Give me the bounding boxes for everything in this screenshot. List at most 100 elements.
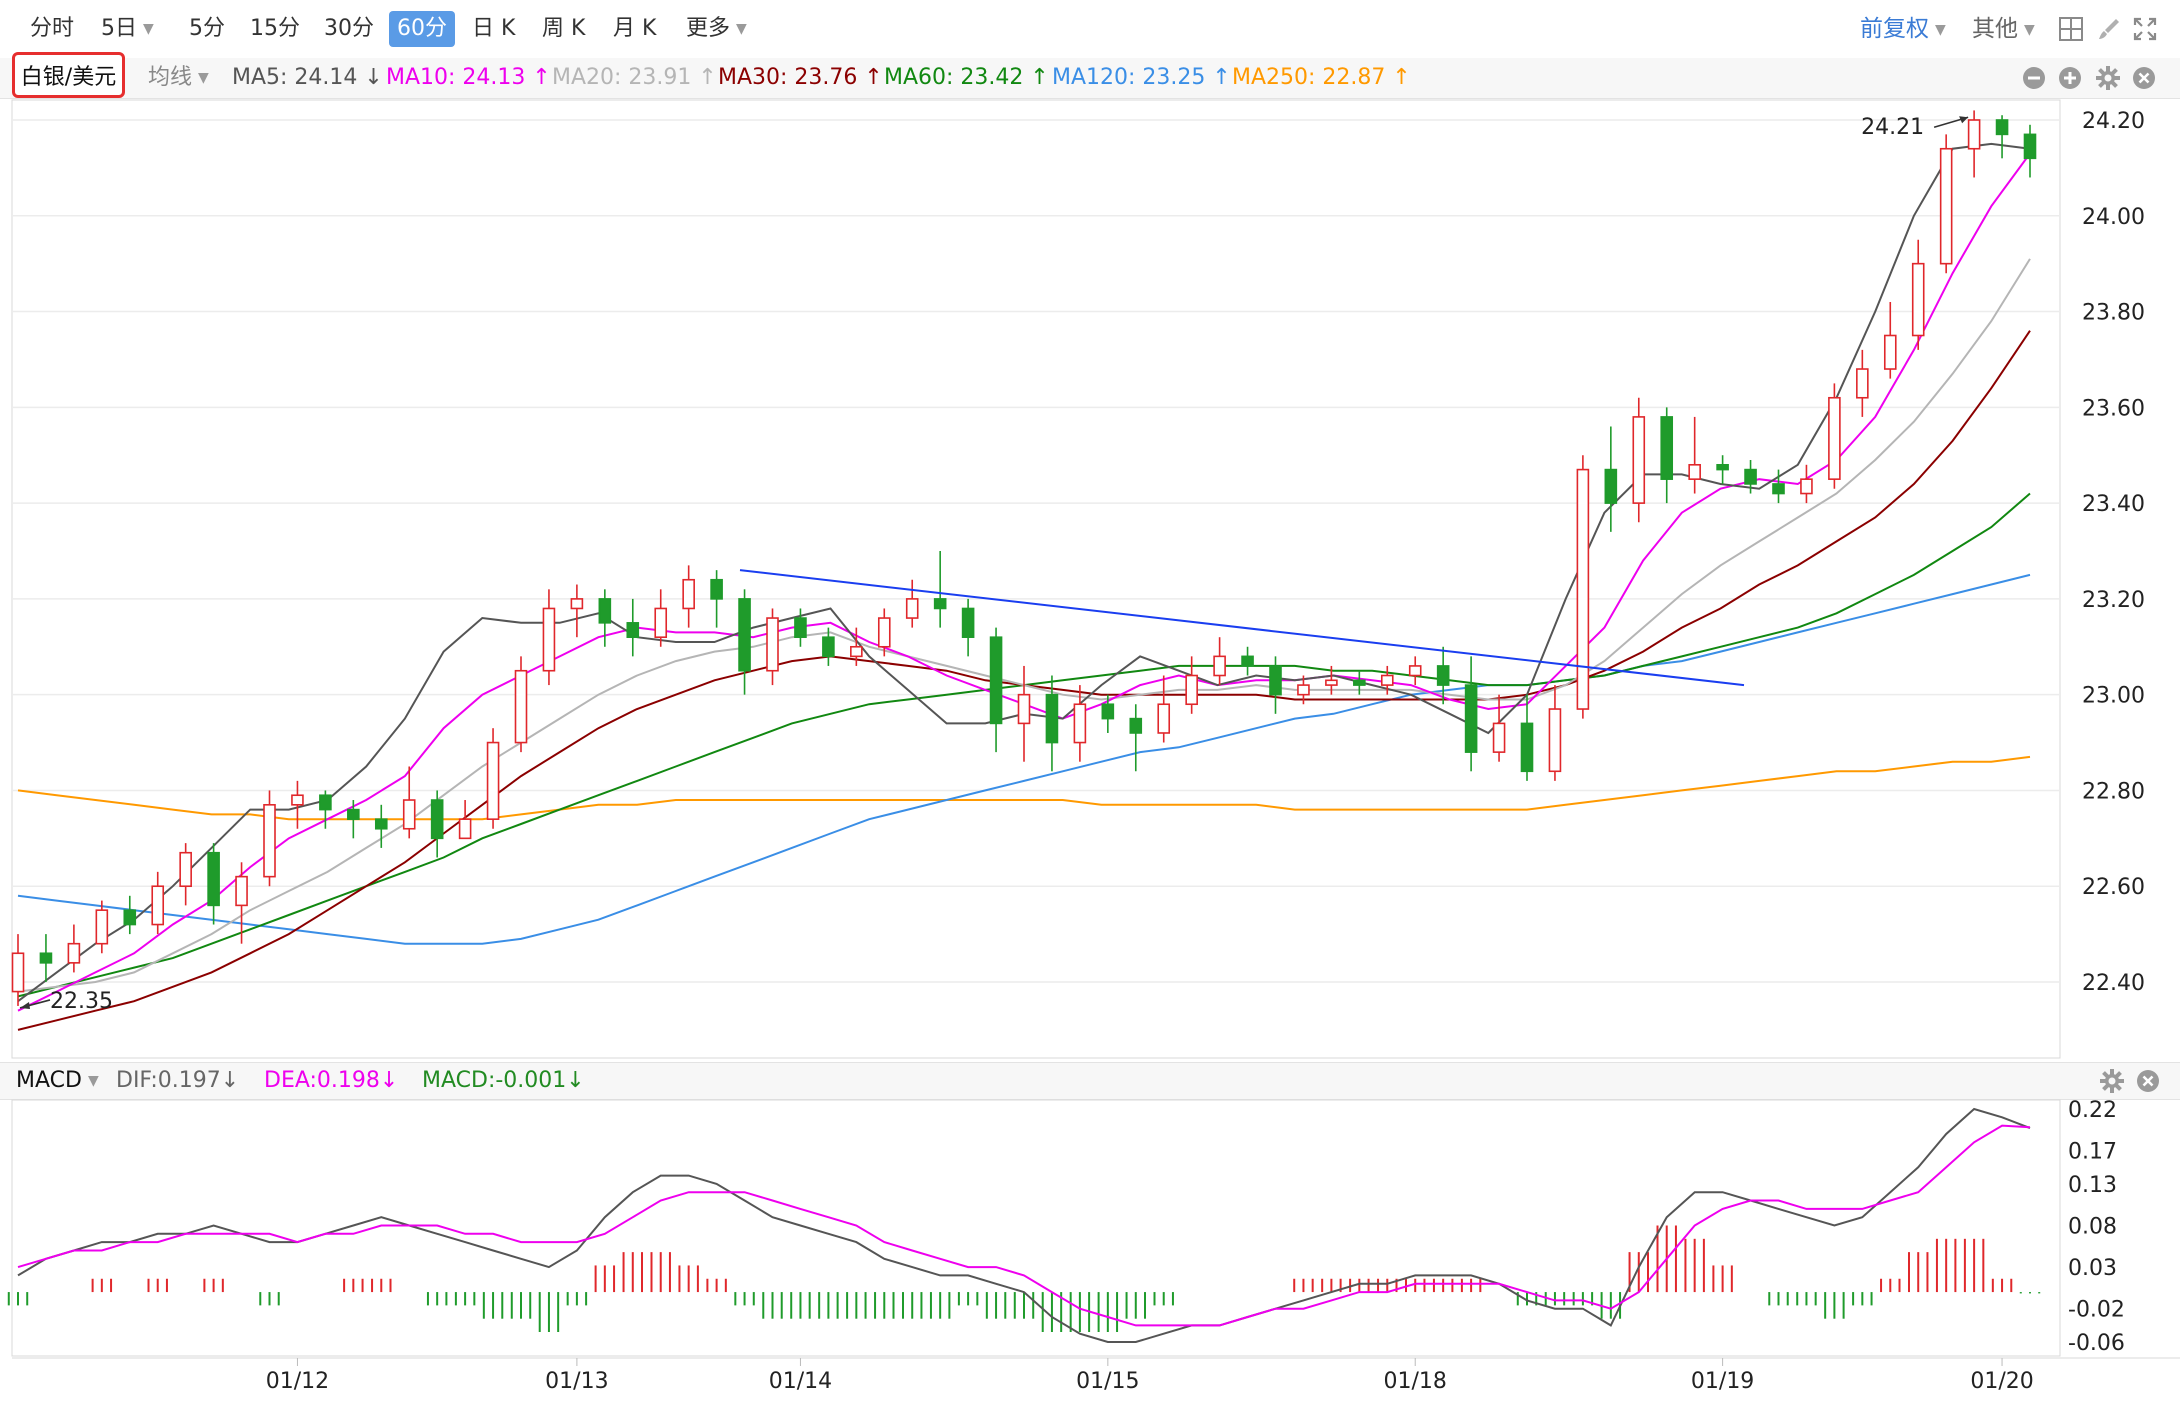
macd-y-tick-label: -0.06 (2068, 1331, 2125, 1356)
candle (235, 862, 248, 944)
high-annotation: 24.21 (1861, 115, 1924, 140)
y-tick-label: 22.40 (2082, 971, 2145, 996)
tab-5day[interactable]: 5日 ▼ (93, 11, 162, 47)
candle (626, 598, 640, 657)
tab-15min[interactable]: 15分 (250, 16, 300, 41)
ma-type-dropdown[interactable]: 均线 ▼ (148, 58, 209, 98)
candle (1604, 426, 1618, 532)
candle-body (347, 808, 360, 820)
trend-line (739, 569, 1745, 687)
candle (570, 584, 584, 638)
y-tick-label: 22.60 (2082, 875, 2145, 900)
candle-body (39, 952, 53, 964)
plus-icon[interactable] (2058, 66, 2082, 90)
candle-body (1995, 119, 2009, 136)
close-icon[interactable] (2136, 1069, 2160, 1093)
tab-5day-label: 5日 (101, 16, 137, 41)
macd-value-label: MACD:-0.001↓ (422, 1068, 585, 1093)
candle (430, 790, 444, 858)
candle-body (291, 794, 304, 806)
candle-body (374, 818, 388, 830)
other-dropdown[interactable]: 其他 ▼ (1972, 11, 2035, 47)
chevron-down-icon: ▼ (198, 70, 209, 86)
candle (1520, 694, 1534, 781)
candle (905, 579, 919, 628)
candle-body (1939, 147, 1953, 265)
candle (1241, 646, 1254, 676)
macd-y-tick-label: 0.13 (2068, 1173, 2117, 1198)
tab-more[interactable]: 更多 ▼ (678, 11, 755, 47)
fq-dropdown[interactable]: 前复权 ▼ (1860, 11, 1946, 47)
candle-body (1157, 703, 1171, 734)
candle (374, 804, 388, 848)
x-tick-label: 01/15 (1076, 1369, 1139, 1394)
candle-body (207, 851, 220, 907)
candle-body (1828, 396, 1841, 480)
gear-icon[interactable] (2100, 1069, 2124, 1093)
tab-month-k[interactable]: 月 K (613, 16, 657, 41)
candle (319, 790, 332, 829)
tab-5min[interactable]: 5分 (189, 16, 225, 41)
candle-body (1241, 655, 1254, 667)
chevron-down-icon: ▼ (2024, 22, 2035, 38)
candle (766, 608, 779, 686)
candle-body (1492, 722, 1506, 753)
tab-60min[interactable]: 60分 (389, 11, 455, 47)
candle-body (738, 598, 751, 672)
candle-body (850, 645, 863, 658)
candle-body (905, 598, 919, 619)
ma-legend-item: MA60: 23.42 ↑ (884, 65, 1049, 90)
minus-icon[interactable] (2022, 66, 2046, 90)
candle-body (1883, 334, 1897, 370)
candle-body (1800, 478, 1813, 495)
candle (1800, 464, 1813, 504)
symbol-selector[interactable]: 白银/美元 (12, 52, 125, 98)
candle (151, 871, 165, 935)
ma-legend-item: MA30: 23.76 ↑ (718, 65, 883, 90)
candle (291, 780, 304, 829)
macd-y-tick-label: 0.03 (2068, 1256, 2117, 1281)
candle (1828, 383, 1841, 489)
low-arrowhead (20, 1001, 30, 1009)
candle (95, 900, 109, 954)
dea-label: DEA:0.198↓ (264, 1068, 399, 1093)
candle-body (933, 598, 947, 610)
candle-body (1688, 463, 1701, 480)
brush-icon[interactable] (2096, 16, 2122, 42)
candle-body (794, 617, 807, 638)
dif-label: DIF:0.197↓ (116, 1068, 240, 1093)
candle (1688, 416, 1701, 494)
tab-30min[interactable]: 30分 (324, 16, 374, 41)
candle-body (67, 942, 81, 964)
candle (542, 589, 556, 686)
y-tick-label: 23.80 (2082, 301, 2145, 326)
ma-legend-item: MA5: 24.14 ↓ (232, 65, 383, 90)
candle-body (1045, 693, 1059, 744)
candle (1632, 397, 1646, 523)
candle-body (1353, 679, 1366, 686)
candle (1436, 646, 1450, 705)
candle-body (486, 741, 500, 820)
close-icon[interactable] (2132, 66, 2156, 90)
candle (486, 728, 500, 829)
candle-body (1744, 468, 1757, 485)
candle (1995, 115, 2009, 159)
x-tick-label: 01/19 (1691, 1369, 1754, 1394)
tab-fenshi[interactable]: 分时 (30, 16, 75, 41)
candle (1967, 110, 1981, 178)
gear-icon[interactable] (2096, 66, 2120, 90)
candle (822, 627, 835, 666)
candle-body (1436, 665, 1450, 686)
candle (347, 800, 360, 839)
fullscreen-icon[interactable] (2132, 16, 2158, 42)
candle (1101, 694, 1115, 733)
candle (1883, 301, 1897, 379)
tab-day-k[interactable]: 日 K (472, 16, 516, 41)
tab-week-k[interactable]: 周 K (542, 16, 586, 41)
macd-type-dropdown[interactable]: MACD ▼ (16, 1063, 99, 1099)
candle-body (458, 818, 472, 840)
candle-body (822, 636, 835, 658)
grid-icon[interactable] (2058, 16, 2084, 42)
y-tick-label: 22.80 (2082, 779, 2145, 804)
